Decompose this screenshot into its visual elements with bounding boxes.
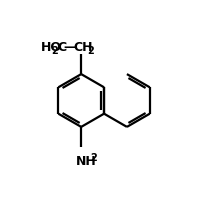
- Text: C: C: [57, 41, 66, 54]
- Text: 2: 2: [90, 152, 97, 162]
- Text: CH: CH: [73, 41, 93, 54]
- Text: 2: 2: [51, 46, 58, 56]
- Text: HO: HO: [40, 41, 61, 54]
- Text: NH: NH: [76, 155, 96, 167]
- Text: —: —: [63, 41, 75, 54]
- Text: 2: 2: [87, 46, 94, 56]
